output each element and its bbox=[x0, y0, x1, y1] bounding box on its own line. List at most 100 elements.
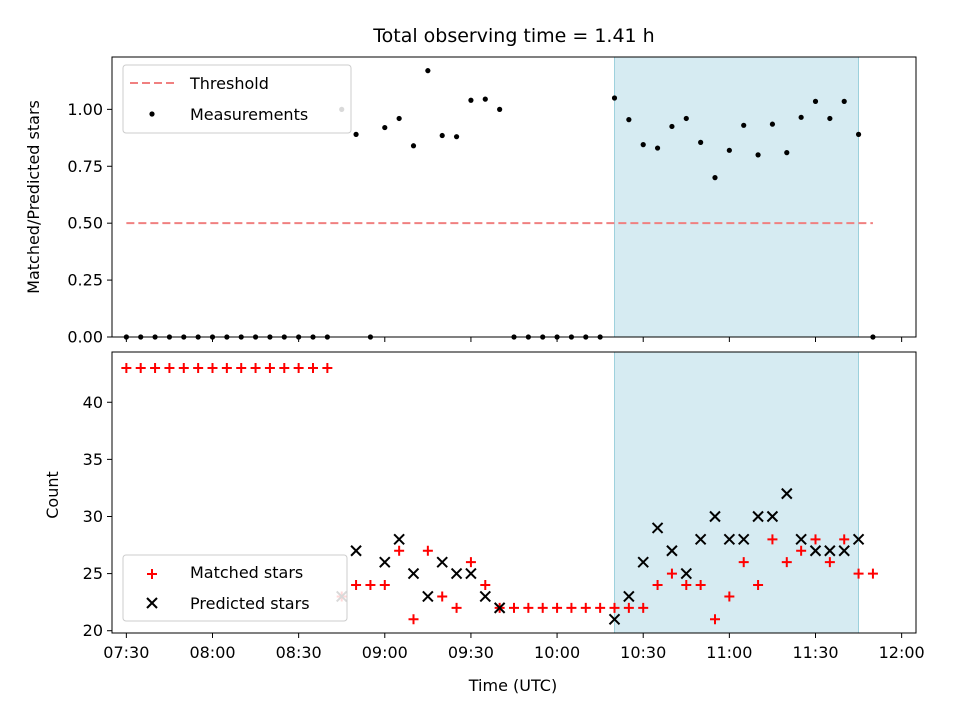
matched-star-point bbox=[595, 602, 606, 613]
top-y-axis-label: Matched/Predicted stars bbox=[24, 100, 43, 294]
measurement-point bbox=[827, 115, 833, 122]
predicted-star-point bbox=[694, 533, 707, 546]
matched-star-point bbox=[839, 534, 850, 545]
predicted-star-point bbox=[809, 545, 822, 557]
legend-threshold-label: Threshold bbox=[189, 74, 269, 93]
legend-predicted-swatch bbox=[146, 597, 158, 609]
measurement-point bbox=[453, 134, 460, 140]
top-axes-frame bbox=[111, 56, 917, 338]
measurement-point bbox=[755, 152, 761, 158]
bottom-y-axis-label: Count bbox=[43, 471, 62, 519]
predicted-star-point bbox=[608, 613, 621, 626]
predicted-star-point bbox=[738, 533, 750, 546]
predicted-star-point bbox=[824, 545, 836, 557]
measurement-point bbox=[611, 95, 618, 101]
measurement-point bbox=[712, 175, 718, 181]
matched-star-point bbox=[781, 557, 792, 568]
predicted-star-point bbox=[723, 533, 736, 546]
matched-star-point bbox=[710, 614, 720, 625]
predicted-star-point bbox=[752, 510, 764, 523]
bottom-panel: 20 25 30 35 40 07:30 08:00 08:30 09:00 09:30 10:0… bbox=[43, 351, 925, 695]
matched-star-point bbox=[666, 568, 677, 579]
predicted-star-point bbox=[838, 545, 850, 557]
y-tick-label: 20 bbox=[83, 621, 103, 640]
matched-star-point bbox=[552, 602, 563, 613]
x-tick-label: 11:30 bbox=[792, 643, 838, 662]
matched-star-point bbox=[623, 602, 634, 613]
predicted-star-point bbox=[637, 556, 649, 568]
predicted-star-point bbox=[623, 590, 635, 603]
measurement-point bbox=[855, 131, 862, 137]
bottom-y-axis-ticks: 20 25 30 35 40 bbox=[83, 393, 112, 640]
predicted-star-point bbox=[493, 602, 506, 614]
measurement-point bbox=[798, 114, 804, 120]
predicted-star-point bbox=[436, 556, 448, 568]
matched-star-point bbox=[824, 557, 835, 568]
x-axis-label: Time (UTC) bbox=[468, 676, 557, 695]
x-tick-label: 11:00 bbox=[706, 643, 752, 662]
measurement-point bbox=[698, 139, 704, 145]
measurement-point bbox=[741, 122, 747, 128]
matched-star-point bbox=[796, 545, 807, 556]
measurement-point bbox=[439, 132, 445, 139]
matched-star-point bbox=[724, 591, 735, 602]
matched-star-point bbox=[853, 568, 864, 579]
x-tick-label: 12:00 bbox=[879, 643, 925, 662]
predicted-star-point bbox=[766, 510, 779, 523]
predicted-star-point bbox=[393, 533, 405, 546]
measurement-point bbox=[410, 143, 417, 149]
matched-star-point bbox=[221, 362, 232, 373]
measurement-point bbox=[769, 121, 776, 127]
matched-star-point bbox=[810, 534, 821, 545]
predicted-star-point bbox=[852, 533, 865, 546]
y-tick-label: 30 bbox=[83, 507, 103, 526]
matched-star-point bbox=[279, 362, 290, 373]
matched-star-point bbox=[509, 602, 519, 613]
matched-star-point bbox=[351, 580, 362, 591]
matched-star-point bbox=[609, 602, 620, 613]
y-tick-label: 25 bbox=[83, 564, 103, 583]
predicted-star-point bbox=[666, 545, 678, 557]
predicted-star-point bbox=[350, 545, 362, 557]
measurement-point bbox=[654, 145, 661, 151]
bottom-x-axis-ticks: 07:30 08:00 08:30 09:00 09:30 10:00 10:30 11:00… bbox=[103, 633, 925, 662]
matched-star-point bbox=[681, 580, 692, 591]
legend-predicted-label: Predicted stars bbox=[190, 594, 310, 613]
matched-star-point bbox=[250, 362, 261, 373]
measurement-point bbox=[382, 124, 388, 131]
matched-star-point bbox=[164, 362, 175, 373]
matched-star-point bbox=[767, 534, 778, 545]
matched-star-point bbox=[580, 602, 591, 613]
matched-star-point bbox=[408, 614, 419, 625]
measurement-point bbox=[841, 98, 847, 104]
matched-star-point bbox=[150, 362, 161, 373]
x-tick-label: 10:30 bbox=[620, 643, 666, 662]
y-tick-label: 40 bbox=[83, 393, 103, 412]
predicted-stars-points bbox=[336, 487, 865, 626]
x-tick-label: 08:00 bbox=[189, 643, 235, 662]
bottom-shaded-span bbox=[614, 351, 859, 634]
matched-star-point bbox=[638, 602, 649, 613]
legend-measurements-swatch bbox=[149, 111, 155, 117]
bottom-legend-box bbox=[122, 554, 348, 622]
measurement-point bbox=[482, 96, 488, 102]
matched-star-point bbox=[480, 580, 491, 591]
matched-star-point bbox=[465, 557, 476, 568]
x-tick-label: 07:30 bbox=[103, 643, 149, 662]
matched-star-point bbox=[135, 362, 146, 373]
x-tick-label: 08:30 bbox=[276, 643, 322, 662]
matched-star-point bbox=[422, 545, 433, 556]
legend-measurements-label: Measurements bbox=[190, 105, 308, 124]
measurement-point bbox=[669, 123, 675, 130]
x-tick-label: 09:00 bbox=[362, 643, 408, 662]
top-y-axis-ticks: 0.00 0.25 0.50 0.75 1.00 bbox=[67, 100, 112, 347]
predicted-star-point bbox=[680, 567, 692, 580]
predicted-star-point bbox=[795, 533, 807, 546]
top-panel: 0.00 0.25 0.50 0.75 1.00 Matched/Predicted s… bbox=[24, 56, 917, 347]
predicted-star-point bbox=[422, 590, 434, 603]
matched-star-point bbox=[537, 602, 548, 613]
measurement-point bbox=[784, 150, 790, 156]
measurement-point bbox=[812, 98, 819, 104]
predicted-star-point bbox=[709, 510, 721, 523]
matched-star-point bbox=[236, 362, 247, 373]
